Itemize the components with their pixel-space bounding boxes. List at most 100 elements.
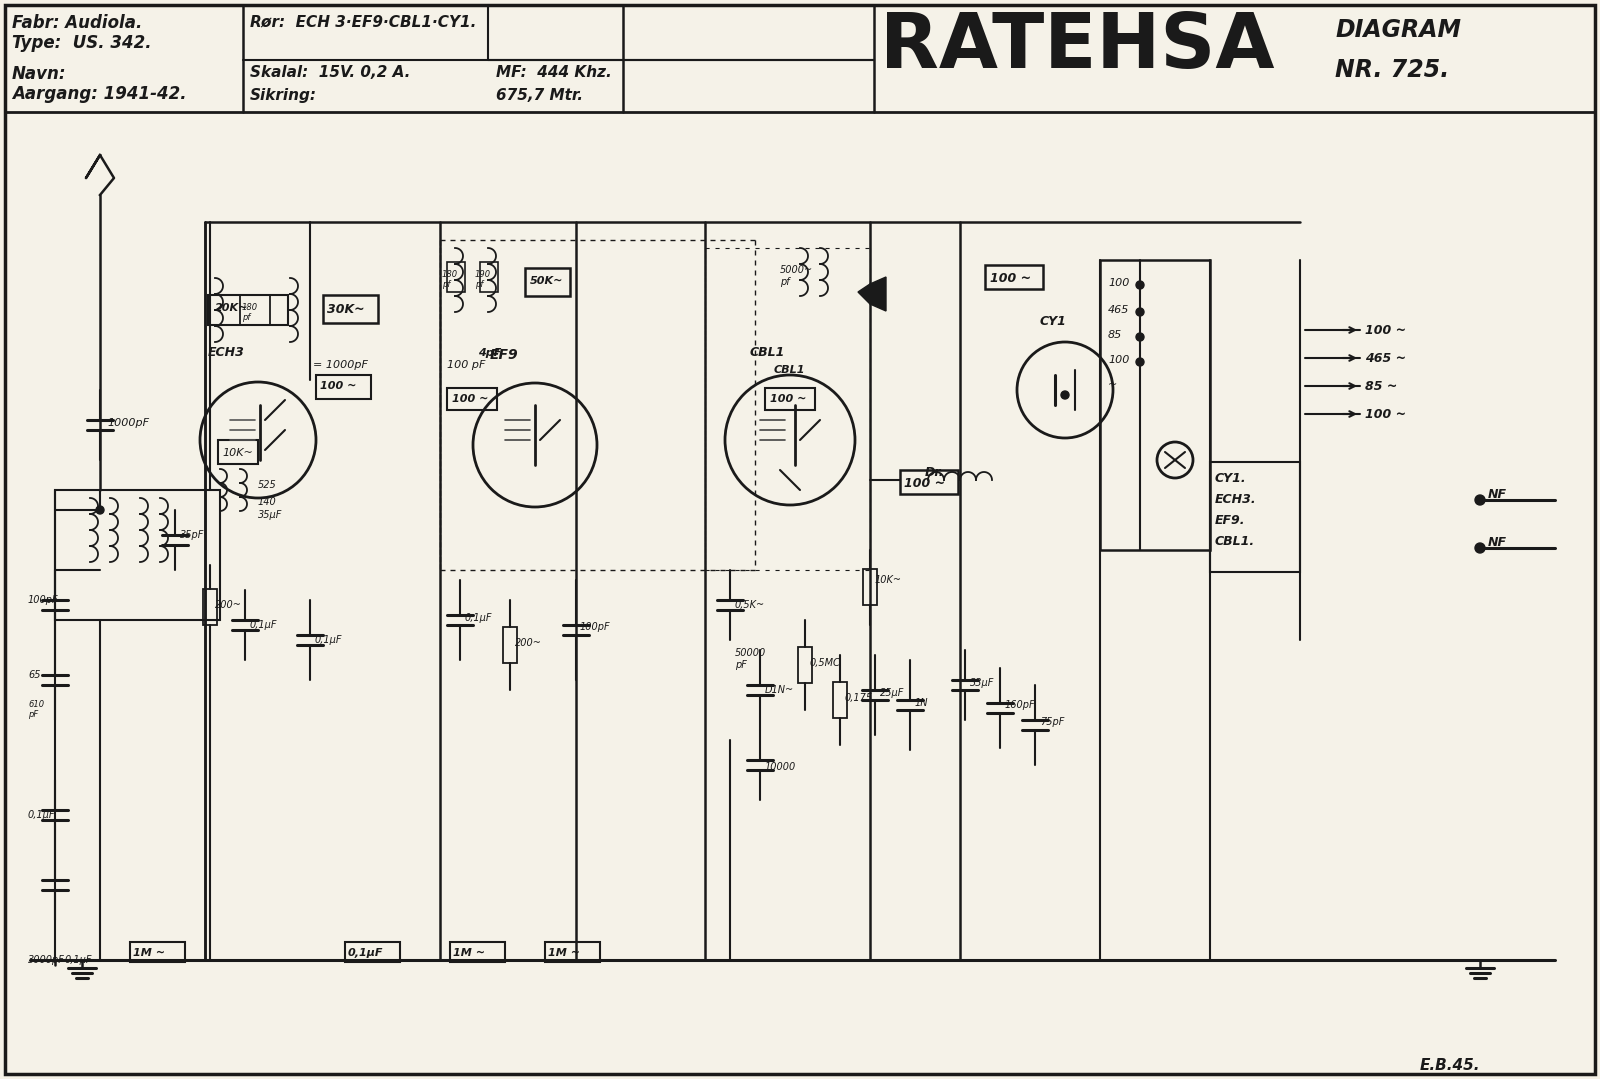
Text: 85: 85 xyxy=(1107,330,1122,340)
Text: CBL1: CBL1 xyxy=(750,346,786,359)
Text: 1M ~: 1M ~ xyxy=(453,948,485,958)
Text: 50000
pF: 50000 pF xyxy=(734,648,766,670)
Bar xyxy=(446,262,466,292)
Text: 1M ~: 1M ~ xyxy=(547,948,581,958)
Text: 100: 100 xyxy=(1107,278,1130,288)
Bar xyxy=(1210,462,1299,572)
Text: 0,175: 0,175 xyxy=(845,693,874,704)
Text: 10K~: 10K~ xyxy=(222,448,253,457)
Circle shape xyxy=(1136,281,1144,289)
Text: 200~: 200~ xyxy=(214,600,242,610)
Text: 0,5K~: 0,5K~ xyxy=(734,600,765,610)
Text: 100pF: 100pF xyxy=(29,595,59,605)
Bar xyxy=(346,942,400,962)
Text: ~: ~ xyxy=(1107,380,1117,390)
Text: EF9.: EF9. xyxy=(1214,514,1245,527)
Text: 190
pf: 190 pf xyxy=(475,270,491,289)
Text: NR. 725.: NR. 725. xyxy=(1334,58,1450,82)
Text: NF: NF xyxy=(1488,536,1507,549)
Text: 200~: 200~ xyxy=(515,638,542,648)
Bar xyxy=(1101,260,1210,550)
Text: CBL1.: CBL1. xyxy=(1214,535,1254,548)
Bar xyxy=(218,440,258,464)
Text: 100 ~: 100 ~ xyxy=(453,394,488,404)
Text: 1N: 1N xyxy=(915,698,928,708)
Text: MF:  444 Khz.: MF: 444 Khz. xyxy=(496,65,611,80)
Text: 33μF: 33μF xyxy=(970,678,994,688)
Text: 100 ~: 100 ~ xyxy=(1365,324,1406,337)
Text: 100 ~: 100 ~ xyxy=(320,381,357,391)
Bar xyxy=(986,265,1043,289)
Bar xyxy=(446,388,498,410)
Text: 0,1μF: 0,1μF xyxy=(250,620,277,630)
Text: 0,5MC: 0,5MC xyxy=(810,658,840,668)
Text: 1M ~: 1M ~ xyxy=(133,948,165,958)
Text: 10K~: 10K~ xyxy=(875,575,902,585)
Text: DIAGRAM: DIAGRAM xyxy=(1334,18,1461,42)
Text: Sikring:: Sikring: xyxy=(250,88,317,103)
Bar xyxy=(546,942,600,962)
Circle shape xyxy=(1136,358,1144,366)
Text: D1N~: D1N~ xyxy=(765,685,794,695)
Bar xyxy=(480,262,498,292)
Text: NF: NF xyxy=(1488,488,1507,501)
Text: 65: 65 xyxy=(29,670,40,680)
Text: 465 ~: 465 ~ xyxy=(1365,352,1406,365)
Circle shape xyxy=(1061,391,1069,399)
Text: 20K~: 20K~ xyxy=(214,303,248,313)
Circle shape xyxy=(1475,495,1485,505)
Polygon shape xyxy=(858,284,870,304)
Text: 100 pF: 100 pF xyxy=(446,360,485,370)
Text: 4pF: 4pF xyxy=(478,349,501,358)
Text: 5000~
pf: 5000~ pf xyxy=(781,265,813,287)
Text: 25μF: 25μF xyxy=(880,688,904,698)
Text: = 1000pF: = 1000pF xyxy=(314,360,368,370)
Text: 610
pF: 610 pF xyxy=(29,700,45,720)
Text: 1000pF: 1000pF xyxy=(107,418,149,428)
Text: 675,7 Mtr.: 675,7 Mtr. xyxy=(496,88,582,103)
Circle shape xyxy=(1136,333,1144,341)
Text: 140: 140 xyxy=(258,497,277,507)
Text: 30K~: 30K~ xyxy=(326,303,365,316)
Text: 35μF: 35μF xyxy=(258,510,282,520)
Text: CY1.: CY1. xyxy=(1214,472,1246,484)
Text: 100 ~: 100 ~ xyxy=(990,272,1030,285)
Bar xyxy=(502,627,517,663)
Text: RATEHSA: RATEHSA xyxy=(880,10,1275,84)
Text: 75pF: 75pF xyxy=(1040,718,1064,727)
Text: 35pF·: 35pF· xyxy=(179,530,208,540)
Text: 10000: 10000 xyxy=(765,762,797,771)
Text: 0,1μF: 0,1μF xyxy=(315,636,342,645)
Bar xyxy=(798,647,813,683)
Text: 0,1μF: 0,1μF xyxy=(66,955,93,965)
Bar xyxy=(54,490,221,620)
Text: Rør:  ECH 3·EF9·CBL1·CY1.: Rør: ECH 3·EF9·CBL1·CY1. xyxy=(250,14,477,29)
Text: Navn:: Navn: xyxy=(13,65,67,83)
Text: 0,1μF: 0,1μF xyxy=(466,613,493,623)
Text: 465: 465 xyxy=(1107,305,1130,315)
Text: ECH3.: ECH3. xyxy=(1214,493,1256,506)
Bar xyxy=(317,375,371,399)
Text: 0,1μF: 0,1μF xyxy=(29,810,56,820)
Text: CY1: CY1 xyxy=(1040,315,1067,328)
Bar xyxy=(208,295,288,325)
Text: 85 ~: 85 ~ xyxy=(1365,380,1397,393)
Text: 160pF: 160pF xyxy=(1005,700,1035,710)
Polygon shape xyxy=(870,277,886,311)
Text: E.B.45.: E.B.45. xyxy=(1421,1058,1480,1073)
Circle shape xyxy=(1136,308,1144,316)
Text: Type:  US. 342.: Type: US. 342. xyxy=(13,35,152,52)
Text: EF9: EF9 xyxy=(490,349,518,361)
Text: 100 ~: 100 ~ xyxy=(1365,408,1406,421)
Bar xyxy=(525,268,570,296)
Text: 180
pf: 180 pf xyxy=(442,270,458,289)
Text: Skalal:  15V. 0,2 A.: Skalal: 15V. 0,2 A. xyxy=(250,65,410,80)
Text: ECH3: ECH3 xyxy=(208,346,245,359)
Text: Dr.: Dr. xyxy=(925,466,944,479)
Bar xyxy=(450,942,506,962)
Text: 180
pf: 180 pf xyxy=(242,303,258,323)
Text: 525: 525 xyxy=(258,480,277,490)
Bar xyxy=(240,295,270,325)
Text: Fabr: Audiola.: Fabr: Audiola. xyxy=(13,14,142,32)
Bar xyxy=(323,295,378,323)
